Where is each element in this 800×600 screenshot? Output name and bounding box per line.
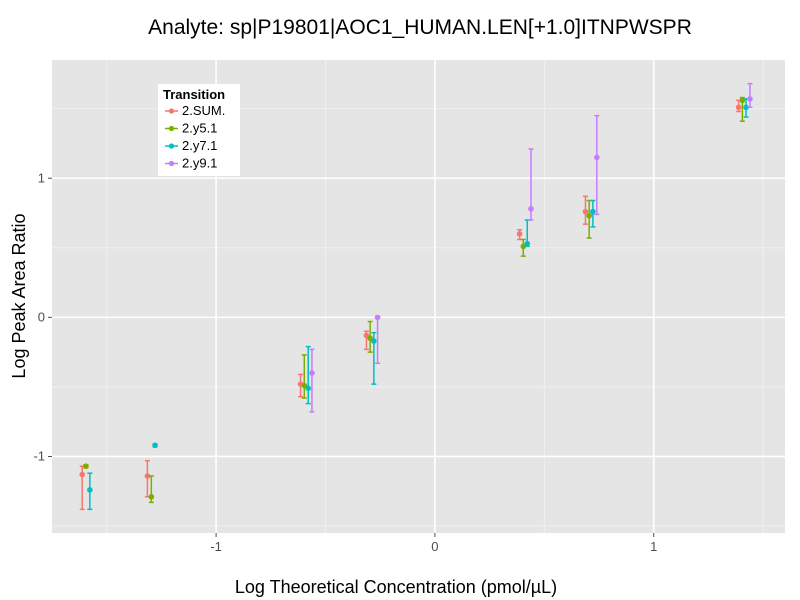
legend: Transition 2.SUM. 2.y5.1 2.y7.1 2.y9.1: [158, 84, 240, 176]
data-point: [524, 240, 531, 247]
axis-ticks: -1 0 1 -1 0 1: [33, 170, 657, 554]
data-point: [301, 382, 308, 389]
legend-item: 2.SUM.: [165, 103, 225, 118]
chart-title: Analyte: sp|P19801|AOC1_HUMAN.LEN[+1.0]I…: [148, 16, 692, 39]
data-point: [743, 104, 749, 111]
data-point: [520, 243, 527, 250]
data-point: [83, 463, 89, 470]
data-point: [309, 370, 315, 376]
y-axis-title: Log Peak Area Ratio: [9, 213, 29, 378]
series-2-sum: [79, 99, 742, 511]
data-point: [87, 487, 93, 493]
data-point: [374, 314, 381, 321]
data-point: [590, 208, 596, 215]
data-point: [582, 208, 589, 215]
data-point: [144, 473, 151, 479]
series-2-y9-1: [309, 82, 753, 413]
legend-title: Transition: [163, 87, 225, 102]
y-tick-label: 0: [38, 309, 45, 324]
data-point: [79, 471, 85, 478]
data-point: [148, 494, 155, 500]
data-point: [747, 96, 753, 102]
y-tick-label: -1: [33, 448, 45, 463]
data-point: [516, 231, 523, 237]
data-point: [528, 206, 534, 212]
data-point: [586, 213, 592, 219]
legend-label: 2.y5.1: [182, 121, 217, 136]
y-tick-label: 1: [38, 170, 45, 185]
data-point: [371, 338, 377, 344]
data-marks: [79, 82, 753, 511]
x-tick-label: 1: [650, 539, 657, 554]
x-tick-label: 0: [431, 539, 438, 554]
x-tick-label: -1: [210, 539, 222, 554]
data-point: [594, 154, 600, 161]
legend-label: 2.y9.1: [182, 156, 217, 171]
legend-key-point: [168, 108, 175, 114]
series-2-y7-1: [87, 98, 749, 511]
legend-item: 2.y7.1: [165, 138, 217, 153]
x-axis-title: Log Theoretical Concentration (pmol/µL): [235, 577, 557, 597]
legend-item: 2.y9.1: [165, 156, 217, 171]
legend-key-point: [168, 160, 175, 167]
legend-key-point: [168, 125, 175, 132]
legend-key-point: [168, 143, 175, 149]
legend-label: 2.y7.1: [182, 138, 217, 153]
data-point: [735, 104, 742, 111]
legend-item: 2.y5.1: [165, 121, 217, 136]
legend-label: 2.SUM.: [182, 103, 225, 118]
data-point: [305, 385, 312, 392]
data-point: [152, 442, 158, 449]
